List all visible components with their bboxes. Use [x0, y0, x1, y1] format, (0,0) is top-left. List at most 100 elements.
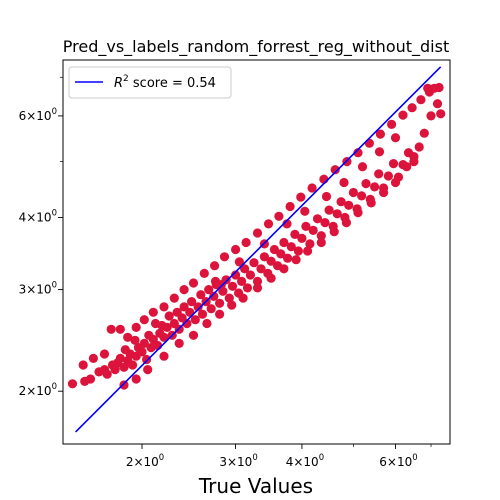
scatter-point: [319, 174, 329, 184]
scatter-point: [162, 322, 172, 332]
scatter-point: [383, 171, 393, 181]
scatter-point: [344, 200, 354, 210]
scatter-point: [324, 205, 334, 215]
y-tick-label: 6×100: [19, 107, 57, 123]
scatter-point: [102, 369, 112, 379]
x-tick-label: 6×100: [379, 453, 417, 469]
scatter-point: [387, 119, 397, 129]
scatter-point: [199, 268, 209, 278]
scatter-point: [390, 177, 401, 188]
scatter-point: [188, 330, 199, 340]
scatter-point: [209, 291, 219, 301]
scatter-point: [321, 191, 332, 202]
legend: R2 score = 0.54: [68, 66, 232, 99]
scatter-point: [398, 110, 408, 120]
scatter-point: [252, 228, 263, 238]
scatter-point: [115, 353, 125, 363]
y-tick-label: 3×100: [19, 281, 57, 297]
y-tick-label: 4×100: [19, 209, 57, 225]
scatter-point: [266, 256, 276, 266]
scatter-point: [307, 183, 317, 193]
scatter-point: [179, 285, 189, 295]
scatter-point: [174, 338, 184, 348]
scatter-point: [423, 83, 433, 93]
scatter-point: [330, 165, 340, 175]
scatter-point: [434, 82, 444, 93]
scatter-point: [419, 128, 429, 138]
scatter-point: [148, 307, 158, 317]
legend-label-sup: 2: [123, 74, 129, 84]
scatter-point: [224, 293, 234, 303]
scatter-point: [227, 281, 238, 291]
scatter-point: [316, 231, 326, 241]
scatter-point: [115, 324, 125, 334]
legend-label: R2 score = 0.54: [114, 74, 216, 91]
scatter-point: [290, 229, 300, 239]
scatter-point: [202, 318, 212, 329]
scatter-point: [85, 374, 96, 384]
scatter-point: [297, 233, 307, 243]
fit-line: [75, 66, 442, 433]
scatter-point: [88, 353, 98, 363]
scatter-point: [234, 257, 244, 267]
scatter-point: [206, 304, 216, 314]
scatter-point: [432, 99, 443, 109]
scatter-point: [316, 237, 326, 248]
scatter-point: [426, 111, 436, 121]
scatter-point: [169, 293, 179, 303]
axes-frame: [62, 59, 451, 445]
scatter-point: [357, 162, 368, 172]
scatter-point: [159, 332, 169, 342]
scatter-point: [67, 379, 78, 389]
scatter-point: [119, 380, 129, 390]
scatter-point: [215, 298, 225, 308]
scatter-point: [348, 187, 358, 198]
scatter-point: [374, 169, 384, 179]
scatter-point: [407, 103, 417, 113]
legend-label-r: R: [114, 76, 123, 91]
scatter-point: [238, 293, 248, 303]
scatter-point: [274, 211, 284, 221]
scatter-point: [269, 244, 279, 255]
scatter-point: [245, 270, 255, 280]
scatter-point: [139, 338, 149, 348]
x-tick-label: 3×100: [219, 453, 257, 469]
scatter-point: [256, 264, 266, 274]
scatter-point: [78, 360, 88, 370]
scatter-point: [159, 302, 169, 312]
fit-line-layer: [75, 66, 442, 433]
scatter-point: [227, 300, 237, 310]
scatter-point: [252, 276, 263, 286]
scatter-point: [293, 246, 303, 256]
scatter-point: [305, 239, 315, 249]
scatter-point: [131, 322, 141, 332]
scatter-point: [252, 283, 263, 293]
scatter-point: [296, 192, 306, 202]
scatter-point: [285, 201, 295, 212]
scatter-point: [219, 252, 230, 262]
scatter-point: [231, 244, 241, 255]
scatter-point: [390, 133, 401, 143]
x-tick-label: 4×100: [286, 453, 324, 469]
scatter-point: [131, 374, 141, 384]
y-axis-ticks: 2×100 3×100 4×100 6×100: [19, 76, 63, 398]
scatter-point: [179, 302, 189, 312]
x-tick-label: 2×100: [126, 453, 164, 469]
scatter-point: [353, 208, 363, 218]
scatter-point: [357, 191, 367, 201]
y-tick-label: 2×100: [19, 382, 57, 398]
scatter-point: [182, 318, 192, 329]
scatter-point: [301, 221, 311, 231]
scatter-point: [123, 332, 133, 342]
scatter-point: [241, 237, 251, 248]
scatter-point: [282, 219, 292, 229]
scatter-point: [130, 335, 140, 345]
scatter-point: [291, 255, 301, 265]
scatter-point: [128, 360, 138, 370]
scatter-point: [99, 349, 110, 359]
scatter-point: [215, 309, 225, 319]
scatter-point: [197, 309, 208, 319]
scatter-point: [106, 324, 116, 334]
scatter-point: [303, 246, 313, 256]
scatter-point: [300, 206, 310, 216]
